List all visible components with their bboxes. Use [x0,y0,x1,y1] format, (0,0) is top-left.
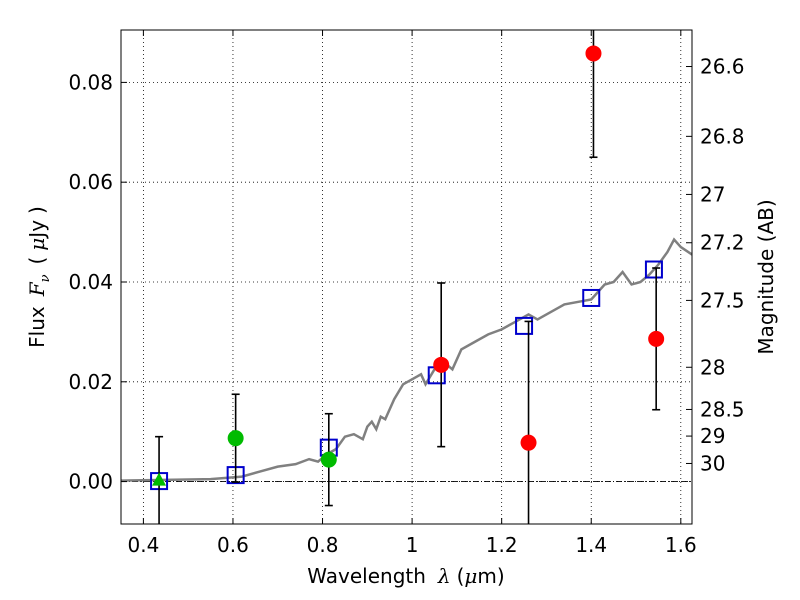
x-tick-label: 1.4 [575,533,607,557]
y-tick-label: 0.06 [68,170,113,194]
x-tick-label: 1.6 [665,533,697,557]
x-axis-label: Wavelength λ (μm) [307,564,504,588]
plot-content [121,30,692,524]
y2-tick-label: 27.2 [700,231,745,255]
y-tick-label: 0.00 [68,470,113,494]
y2-tick-label: 26.8 [700,124,745,148]
y2-tick-label: 26.6 [700,55,745,79]
red-data-point [520,434,537,451]
y2-tick-label: 28 [700,355,725,379]
y2-tick-label: 29 [700,424,725,448]
y2-tick-label: 28.5 [700,397,745,421]
plot-frame [120,29,693,525]
y2-tick-label: 27 [700,182,725,206]
green-data-point [320,451,337,468]
x-tick-label: 0.8 [307,533,339,557]
model-flux-point [515,316,534,335]
x-tick-label: 1 [406,533,419,557]
y2-tick-label: 27.5 [700,288,745,312]
model-sed-line [121,237,692,482]
y-tick-label: 0.08 [68,70,113,94]
y-tick-label: 0.04 [68,270,113,294]
y-axis-label: FluxFν(μJy) [25,206,53,348]
grid [121,30,692,524]
x-tick-label: 0.4 [127,533,159,557]
x-tick-label: 1.2 [486,533,518,557]
y2-axis-label: Magnitude (AB) [754,199,778,354]
green-data-point [227,430,244,447]
ticks: 0.4 0.6 0.8 1 1.2 1.4 1.6 0.00 0.02 0.04 0.06 0.08 2… [68,30,745,557]
y2-tick-label: 30 [700,451,725,475]
model-flux-point [644,260,663,279]
red-data-point [648,330,665,347]
red-data-point [585,45,602,62]
y-tick-label: 0.02 [68,370,113,394]
green-triangle-point [152,472,167,486]
x-tick-label: 0.6 [217,533,249,557]
red-data-point [433,356,450,373]
model-flux-point [582,288,601,307]
